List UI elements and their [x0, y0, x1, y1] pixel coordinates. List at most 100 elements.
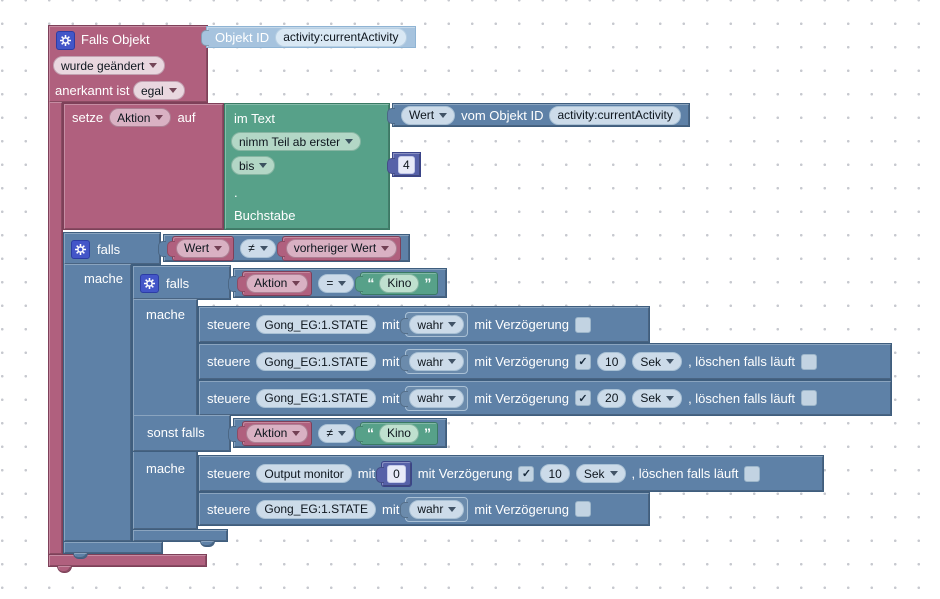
chevron-down-icon [381, 245, 390, 251]
variable-dropdown[interactable]: vorheriger Wert [285, 238, 398, 258]
number-field[interactable]: 0 [387, 464, 406, 483]
outer-if-condition-block[interactable]: Wert ≠ vorheriger Wert [157, 234, 411, 262]
variable-dropdown[interactable]: Aktion [246, 423, 309, 443]
text-field[interactable]: Kino [378, 423, 419, 443]
unit-dropdown[interactable]: Sek [632, 388, 683, 408]
send-command-row[interactable]: steuere Gong_EG:1.STATE mit wahr mit Ver… [198, 306, 650, 343]
elseif-condition-block[interactable]: Aktion ≠ “ Kino ” [228, 418, 447, 448]
operator-dropdown[interactable]: ≠ [318, 423, 354, 443]
operator-dropdown[interactable]: = [318, 273, 355, 293]
to-keyword: auf [177, 110, 196, 125]
delay-value-field[interactable]: 10 [540, 464, 570, 483]
inner-if-condition-block[interactable]: Aktion = “ Kino ” [227, 268, 448, 298]
mutator-gear-icon[interactable] [71, 240, 90, 259]
delay-label: mit Verzögerung [474, 390, 570, 406]
send-keyword: steuere [207, 466, 251, 481]
value-dropdown[interactable]: wahr [409, 499, 465, 519]
value-shadow-block[interactable]: wahr [400, 312, 469, 337]
trigger-changed-dropdown[interactable]: wurde geändert [53, 56, 166, 75]
outer-if-block-header[interactable]: falls [63, 232, 161, 265]
chevron-down-icon [439, 112, 448, 118]
item-field[interactable]: Output monitor [256, 464, 352, 483]
set-variable-block[interactable]: setze Aktion auf [63, 103, 224, 230]
chevron-down-icon [448, 395, 457, 401]
send-command-row[interactable]: steuere Gong_EG:1.STATE mit wahr mit Ver… [198, 492, 650, 526]
do-keyword: mache [146, 307, 186, 322]
objekt-id-field[interactable]: activity:currentActivity [275, 27, 407, 47]
until-dropdown[interactable]: bis [231, 156, 276, 175]
variable-block-wert[interactable]: Wert [166, 235, 235, 261]
mutator-gear-icon[interactable] [56, 31, 75, 50]
chevron-down-icon [155, 115, 164, 120]
next-connector-tab [57, 566, 72, 573]
delay-checkbox[interactable]: ✓ [575, 390, 592, 406]
send-keyword: steuere [207, 317, 251, 332]
item-field[interactable]: Gong_EG:1.STATE [256, 388, 376, 408]
number-field[interactable]: 4 [398, 155, 415, 174]
value-shadow-block[interactable]: wahr [400, 385, 469, 411]
send-command-row[interactable]: steuere Gong_EG:1.STATE mit wahr mit Ver… [198, 380, 892, 416]
inner-if-block-header[interactable]: falls [132, 265, 231, 300]
value-shadow-block[interactable]: wahr [400, 349, 469, 374]
operator-dropdown[interactable]: ≠ [240, 238, 276, 258]
number-block-4[interactable]: 4 [387, 152, 421, 177]
substring-block[interactable]: im Text nimm Teil ab erster bis . Buchst… [224, 103, 390, 230]
cancel-checkbox[interactable] [801, 390, 818, 406]
cancel-checkbox[interactable] [744, 465, 761, 482]
variable-dropdown[interactable]: Wert [176, 238, 231, 258]
in-text-label: im Text [234, 111, 275, 126]
with-keyword: mit [381, 317, 400, 332]
text-block-kino[interactable]: “ Kino ” [354, 421, 438, 445]
trigger-ack-dropdown[interactable]: egal [133, 81, 185, 100]
chevron-down-icon [149, 63, 158, 68]
item-field[interactable]: Gong_EG:1.STATE [256, 499, 376, 519]
chevron-down-icon [259, 245, 268, 251]
dot-label: . [234, 185, 238, 200]
unit-dropdown[interactable]: Sek [575, 464, 626, 483]
if-keyword: falls [97, 242, 121, 257]
number-block-0[interactable]: 0 [376, 460, 412, 487]
value-source-dropdown[interactable]: Wert [401, 105, 456, 125]
value-source-item-field[interactable]: activity:currentActivity [549, 105, 681, 125]
unit-dropdown[interactable]: Sek [632, 352, 683, 371]
value-dropdown[interactable]: wahr [409, 388, 465, 408]
text-block-kino[interactable]: “ Kino ” [355, 271, 439, 295]
value-source-block[interactable]: Wert vom Objekt ID activity:currentActiv… [387, 103, 690, 127]
with-keyword: mit [357, 466, 376, 481]
delay-checkbox[interactable]: ✓ [575, 353, 592, 370]
trigger-block-bottom [48, 554, 207, 567]
variable-dropdown[interactable]: Aktion [246, 273, 309, 293]
mutator-gear-icon[interactable] [140, 274, 159, 293]
close-quote-icon: ” [424, 275, 432, 291]
value-dropdown[interactable]: wahr [409, 352, 465, 371]
delay-checkbox[interactable] [575, 316, 592, 333]
value-shadow-block[interactable]: wahr [400, 496, 469, 522]
variable-block-vorheriger-wert[interactable]: vorheriger Wert [276, 235, 402, 261]
send-command-row[interactable]: steuere Output monitor mit 0 mit Verzöge… [198, 455, 824, 492]
with-keyword: mit [381, 354, 400, 369]
chevron-down-icon [448, 322, 457, 327]
item-field[interactable]: Gong_EG:1.STATE [256, 315, 376, 334]
inner-if-bottom [132, 529, 228, 542]
trigger-block[interactable]: Falls Objekt wurde geändert anerkannt is… [48, 25, 208, 103]
delay-checkbox[interactable] [575, 501, 592, 517]
delay-value-field[interactable]: 10 [597, 352, 627, 371]
variable-block-aktion[interactable]: Aktion [236, 420, 313, 446]
variable-block-aktion[interactable]: Aktion [236, 270, 313, 296]
text-field[interactable]: Kino [379, 273, 420, 293]
chevron-down-icon [609, 471, 618, 476]
set-variable-dropdown[interactable]: Aktion [109, 108, 172, 127]
delay-checkbox[interactable]: ✓ [518, 465, 535, 482]
send-command-row[interactable]: steuere Gong_EG:1.STATE mit wahr mit Ver… [198, 343, 892, 380]
take-part-dropdown[interactable]: nimm Teil ab erster [231, 132, 362, 151]
cancel-label: , löschen falls läuft [688, 390, 796, 406]
item-field[interactable]: Gong_EG:1.STATE [256, 352, 376, 371]
cancel-checkbox[interactable] [801, 353, 818, 370]
trigger-block-spine [48, 102, 63, 555]
send-keyword: steuere [207, 501, 251, 517]
objekt-id-block[interactable]: Objekt ID activity:currentActivity [201, 26, 416, 48]
elseif-row[interactable]: sonst falls [132, 415, 231, 452]
delay-value-field[interactable]: 20 [597, 388, 627, 408]
value-dropdown[interactable]: wahr [409, 315, 465, 334]
